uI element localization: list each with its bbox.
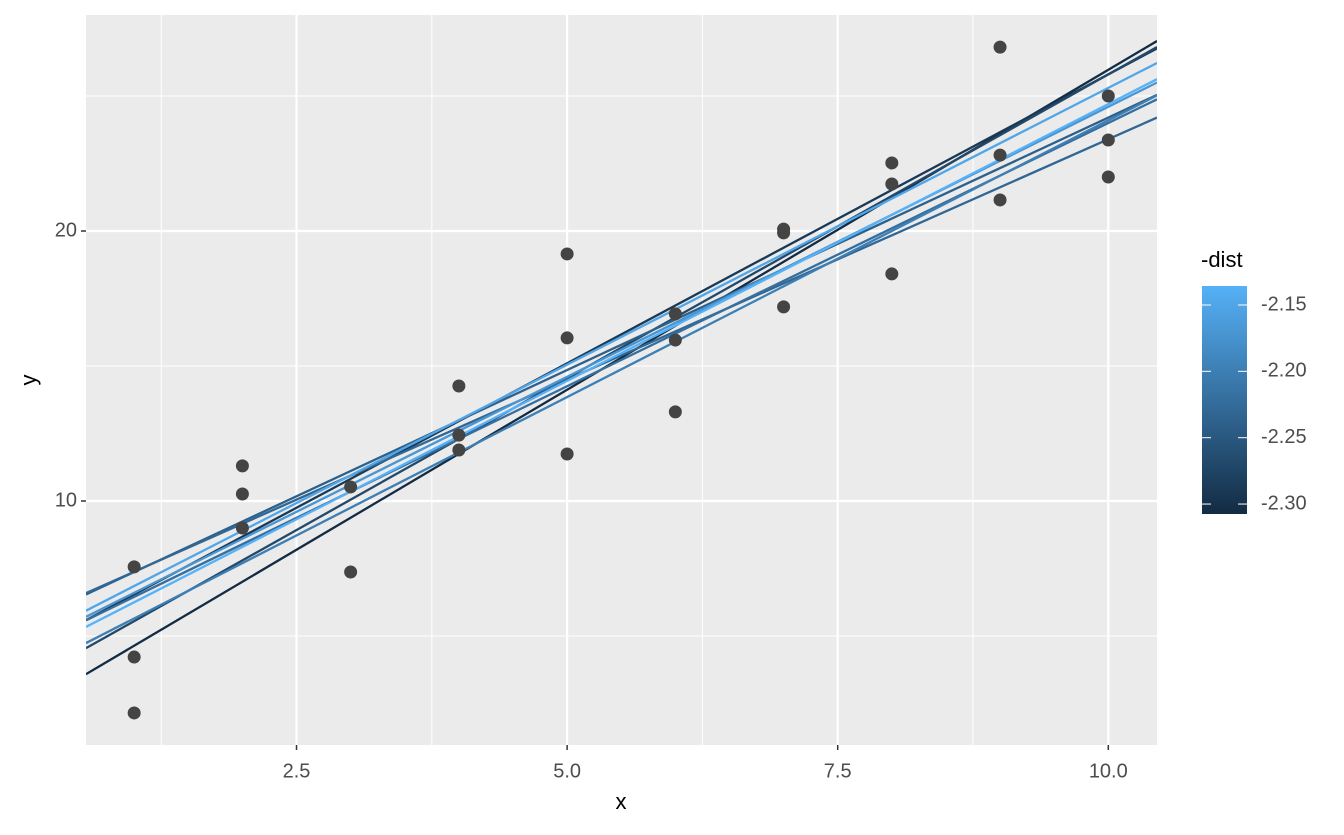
point <box>1101 133 1115 147</box>
point <box>127 560 141 574</box>
point <box>235 459 249 473</box>
fit-line <box>86 78 1157 628</box>
x-axis-title: x <box>616 789 627 814</box>
x-tick-label: 2.5 <box>283 760 311 782</box>
point <box>1101 89 1115 103</box>
point <box>885 267 899 281</box>
legend-label: -2.15 <box>1261 293 1307 315</box>
point <box>235 521 249 535</box>
legend-label: -2.20 <box>1261 360 1307 382</box>
legend-label: -2.30 <box>1261 492 1307 514</box>
point <box>344 480 358 494</box>
point <box>560 247 574 261</box>
y-tick-label: 10 <box>55 489 77 511</box>
legend-title: -dist <box>1201 247 1243 272</box>
point <box>993 193 1007 207</box>
x-tick-label: 7.5 <box>824 760 852 782</box>
fit-line <box>86 46 1157 650</box>
point <box>235 487 249 501</box>
point <box>452 428 466 442</box>
colorbar <box>1202 286 1247 514</box>
point <box>668 307 682 321</box>
fit-line <box>86 93 1157 596</box>
point <box>993 40 1007 54</box>
point <box>777 300 791 314</box>
point <box>452 443 466 457</box>
point <box>885 177 899 191</box>
point <box>127 650 141 664</box>
y-axis-title: y <box>16 375 41 386</box>
point <box>560 331 574 345</box>
legend-label: -2.25 <box>1261 426 1307 448</box>
y-tick-label: 20 <box>55 219 77 241</box>
fit-line <box>86 61 1157 612</box>
x-tick-label: 10.0 <box>1089 760 1128 782</box>
point <box>993 148 1007 162</box>
fit-line <box>86 94 1157 645</box>
fit-line <box>86 47 1157 622</box>
point <box>885 156 899 170</box>
point <box>344 565 358 579</box>
panel <box>86 15 1157 745</box>
point <box>777 226 791 240</box>
point <box>668 405 682 419</box>
point <box>452 379 466 393</box>
point <box>668 333 682 347</box>
x-tick-label: 5.0 <box>553 760 581 782</box>
fit-line <box>86 116 1157 595</box>
point <box>560 447 574 461</box>
point <box>127 706 141 720</box>
point <box>1101 170 1115 184</box>
